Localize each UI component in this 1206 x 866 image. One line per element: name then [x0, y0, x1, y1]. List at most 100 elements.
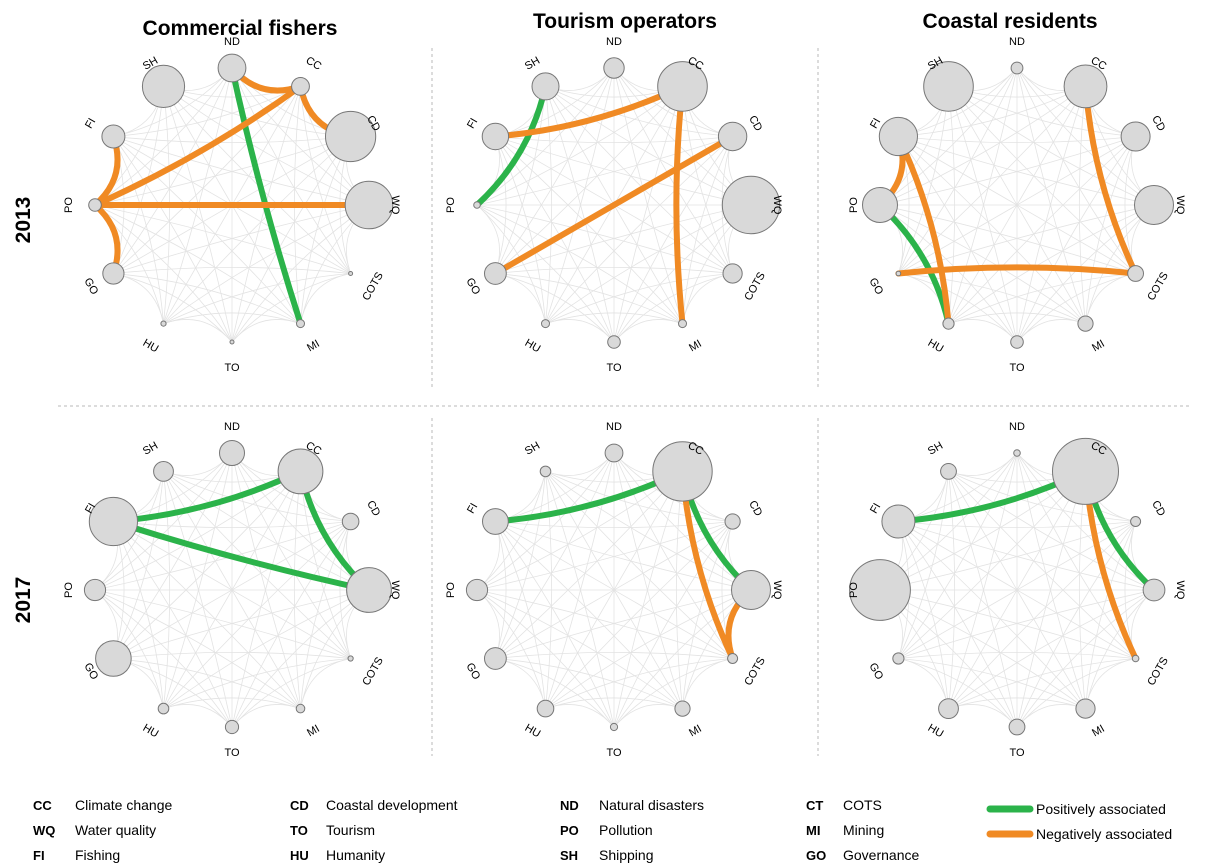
background-edge	[948, 471, 1136, 659]
node-label-to: TO	[1009, 747, 1025, 759]
node-po	[849, 559, 911, 621]
node-label-cd: CD	[1149, 499, 1167, 519]
background-edge	[682, 521, 733, 709]
node-label-wq: WQ	[1174, 581, 1186, 600]
background-edge	[495, 136, 546, 324]
negative-edge	[895, 133, 952, 327]
background-edge	[879, 521, 1136, 591]
background-edge	[879, 136, 1136, 206]
legend-label: Shipping	[599, 847, 654, 863]
node-nd	[1013, 449, 1021, 457]
background-edge	[1016, 319, 1086, 343]
background-edge	[545, 521, 733, 709]
background-edge	[495, 266, 733, 274]
node-label-to: TO	[224, 747, 240, 759]
background-edge	[948, 471, 1086, 709]
background-edge	[1016, 67, 1086, 324]
background-edge	[113, 136, 164, 324]
background-edge	[545, 704, 615, 728]
legend-abbr: WQ	[33, 823, 55, 838]
node-cc	[277, 448, 324, 495]
background-edge	[300, 658, 351, 709]
background-edge	[113, 266, 351, 274]
legend-abbr: GO	[806, 848, 826, 863]
node-nd	[219, 440, 245, 466]
background-edge	[163, 273, 351, 324]
node-label-mi: MI	[1090, 723, 1107, 740]
background-edge	[163, 521, 351, 709]
node-fi	[101, 124, 126, 149]
positive-key-label: Positively associated	[1036, 801, 1166, 817]
node-label-po: PO	[848, 197, 860, 213]
background-edge	[948, 319, 1018, 343]
node-to	[1008, 718, 1026, 736]
background-edge	[163, 312, 301, 324]
background-edge	[300, 471, 351, 659]
node-label-nd: ND	[1009, 421, 1025, 433]
background-edge	[948, 86, 956, 324]
background-edge	[898, 86, 949, 274]
background-edge	[545, 86, 752, 206]
node-label-mi: MI	[687, 338, 704, 355]
node-hu	[536, 699, 555, 718]
background-edge	[898, 521, 1155, 591]
row-label-2013: 2013	[12, 197, 35, 244]
node-wq	[731, 570, 771, 610]
background-edge	[613, 452, 752, 591]
node-label-fi: FI	[465, 501, 480, 515]
node-label-wq: WQ	[771, 196, 783, 215]
node-cc	[1063, 64, 1108, 109]
background-edge	[495, 204, 752, 274]
background-edge	[898, 86, 1086, 274]
background-edge	[113, 273, 301, 324]
background-edge	[948, 86, 1136, 274]
node-to	[224, 719, 240, 735]
background-edge	[898, 589, 1155, 659]
background-edge	[163, 471, 351, 522]
node-sh	[923, 61, 974, 112]
node-sh	[141, 64, 186, 109]
node-nd	[217, 53, 247, 83]
node-nd	[603, 57, 625, 79]
background-edge	[495, 273, 615, 343]
node-label-sh: SH	[926, 440, 945, 458]
background-edge	[898, 86, 1086, 137]
background-edge	[948, 86, 1018, 343]
node-po	[473, 201, 481, 209]
col-title-commercial-fishers: Commercial fishers	[143, 17, 338, 40]
node-po	[862, 187, 898, 223]
legend-label: COTS	[843, 797, 882, 813]
background-edge	[1085, 273, 1136, 324]
node-label-sh: SH	[523, 55, 542, 73]
node-label-po: PO	[445, 197, 457, 213]
background-edge	[1016, 589, 1155, 728]
legend-abbr: PO	[560, 823, 579, 838]
background-edge	[495, 521, 507, 659]
legend-abbr: TO	[290, 823, 308, 838]
background-edge	[94, 204, 301, 324]
node-label-cc: CC	[304, 55, 324, 73]
node-cc	[657, 61, 708, 112]
background-edge	[898, 273, 1018, 343]
node-to	[607, 335, 621, 349]
background-edge	[545, 312, 683, 324]
background-edge	[495, 471, 683, 659]
background-edge	[545, 273, 733, 324]
node-label-nd: ND	[606, 421, 622, 433]
background-edge	[476, 204, 615, 343]
background-edge	[545, 319, 615, 343]
background-edge	[476, 471, 546, 591]
negative-edge	[492, 133, 736, 277]
background-edge	[476, 589, 615, 728]
legend-abbr: SH	[560, 848, 578, 863]
background-edge	[476, 589, 733, 659]
col-title-tourism-operators: Tourism operators	[533, 10, 717, 33]
background-edge	[948, 452, 1018, 709]
background-edge	[545, 136, 733, 324]
node-label-hu: HU	[141, 337, 161, 355]
background-edge	[898, 204, 1155, 274]
legend-label: Water quality	[75, 822, 156, 838]
node-label-cots: COTS	[360, 270, 386, 302]
